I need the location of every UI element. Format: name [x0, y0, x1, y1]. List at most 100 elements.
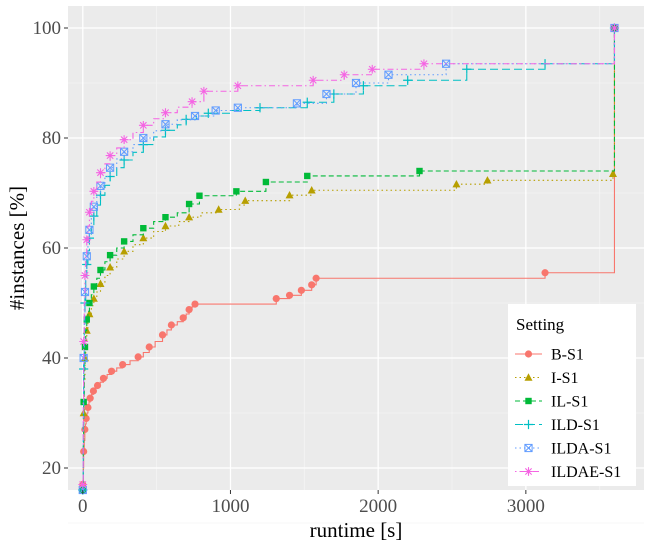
legend-key-ILDA-S1: ILDA-S1: [515, 441, 611, 458]
data-point: [462, 64, 472, 74]
legend-keys: B-S1 I-S1 IL-S1 ILD-S1 ILDA-S1 ILDAE-S1: [515, 347, 621, 481]
data-point: [139, 233, 148, 242]
legend-key-ILD-S1: ILD-S1: [515, 417, 600, 434]
data-point: [78, 480, 88, 489]
series-line: [82, 28, 616, 491]
data-point: [82, 235, 92, 245]
data-point: [358, 81, 368, 91]
series-line: [82, 28, 616, 486]
data-point: [81, 425, 89, 434]
data-point: [161, 108, 170, 118]
data-point: [196, 192, 203, 199]
series-line: [82, 28, 616, 491]
data-point: [96, 168, 105, 178]
data-point: [541, 269, 549, 277]
data-point: [233, 81, 243, 91]
data-point: [107, 367, 116, 375]
y-axis-title: #instances [%]: [5, 186, 29, 310]
x-tick-label: 2000: [359, 496, 397, 517]
legend-label: I-S1: [551, 370, 579, 387]
x-tick-labels: 0 1000 2000 3000: [78, 496, 545, 517]
series-line: [82, 28, 616, 491]
data-point: [80, 271, 90, 280]
x-tick-label: 3000: [507, 496, 545, 517]
data-point: [199, 86, 209, 96]
data-point: [93, 381, 102, 390]
legend-swatch-marker: [524, 373, 533, 381]
data-point: [285, 191, 294, 199]
data-point: [139, 133, 148, 143]
y-tick-label: 80: [42, 128, 61, 149]
data-point: [351, 78, 361, 88]
data-point: [185, 200, 193, 208]
data-point: [106, 251, 114, 259]
series-layer: [78, 23, 620, 495]
data-point: [483, 176, 492, 184]
legend-background: [508, 304, 636, 486]
data-point: [610, 23, 619, 33]
legend-swatch-marker: [524, 467, 533, 476]
x-axis-title: runtime [s]: [310, 518, 403, 542]
legend-label: IL-S1: [551, 394, 588, 411]
data-point: [138, 120, 148, 130]
y-tick-labels: 20 40 60 80 100: [33, 18, 62, 479]
data-point: [185, 213, 194, 221]
data-point: [120, 238, 128, 245]
data-point: [119, 135, 129, 145]
data-point: [120, 247, 129, 255]
axis-ticks: [64, 27, 527, 494]
data-point: [162, 214, 169, 221]
data-point: [292, 99, 302, 108]
data-point: [140, 225, 147, 232]
data-point: [145, 343, 153, 351]
data-point: [297, 286, 305, 294]
data-point: [185, 306, 193, 314]
data-point: [97, 266, 104, 274]
y-tick-label: 100: [33, 18, 62, 39]
data-point: [190, 111, 200, 121]
x-tick-label: 0: [78, 496, 88, 517]
data-point: [96, 279, 105, 287]
series-ILDAE-S1: [78, 23, 619, 489]
data-point: [120, 147, 129, 156]
y-tick-label: 40: [42, 348, 61, 369]
data-point: [90, 283, 98, 290]
data-point: [384, 70, 393, 79]
legend: Setting B-S1 I-S1 IL-S1 ILD-S1 ILDA-S1 ILDAE-…: [508, 304, 636, 486]
y-tick-label: 60: [42, 238, 61, 259]
data-point: [106, 263, 115, 271]
data-point: [89, 186, 99, 196]
data-point: [85, 207, 94, 217]
data-point: [241, 196, 250, 204]
data-point: [233, 103, 242, 112]
data-point: [419, 59, 429, 69]
data-point: [302, 97, 312, 107]
data-point: [608, 169, 617, 177]
data-point: [82, 414, 90, 423]
data-point: [86, 394, 94, 402]
data-point: [214, 205, 223, 213]
y-tick-label: 20: [42, 458, 61, 479]
data-point: [119, 361, 127, 369]
data-point: [167, 321, 175, 329]
data-point: [452, 180, 461, 188]
data-point: [99, 374, 108, 382]
data-point: [285, 291, 294, 299]
data-point: [308, 75, 318, 85]
legend-title: Setting: [516, 315, 565, 334]
legend-label: ILDAE-S1: [551, 464, 621, 481]
data-point: [79, 337, 89, 346]
legend-key-IL-S1: IL-S1: [515, 394, 588, 411]
data-point: [134, 353, 142, 361]
legend-swatch-marker: [524, 443, 533, 453]
data-point: [158, 331, 167, 339]
legend-label: B-S1: [551, 347, 584, 364]
series-line: [82, 28, 616, 486]
legend-swatch-marker: [524, 350, 533, 358]
legend-swatch-marker: [523, 419, 534, 430]
data-point: [322, 89, 331, 99]
data-point: [307, 186, 316, 194]
legend-key-I-S1: I-S1: [515, 370, 579, 387]
data-point: [161, 221, 170, 230]
